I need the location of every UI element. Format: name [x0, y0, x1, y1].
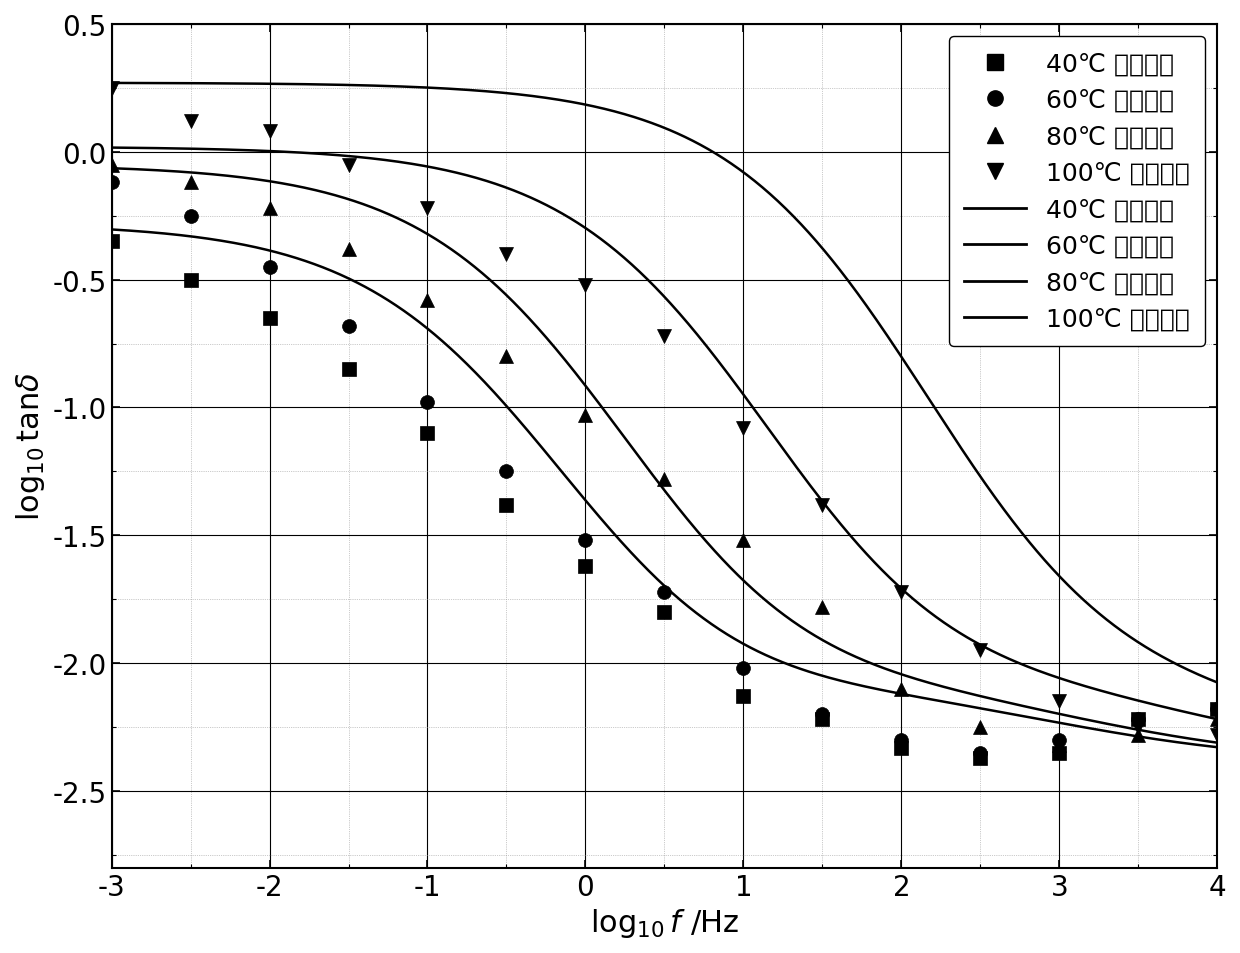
Y-axis label: $\log_{10}$tan$\delta$: $\log_{10}$tan$\delta$ — [14, 372, 47, 520]
Legend: 40℃ 实测数据, 60℃ 实测数据, 80℃ 实测数据, 100℃ 实测数据, 40℃ 拟合曲线, 60℃ 拟合曲线, 80℃ 拟合曲线, 100℃ 拟合曲线: 40℃ 实测数据, 60℃ 实测数据, 80℃ 实测数据, 100℃ 实测数据,… — [949, 37, 1205, 347]
X-axis label: $\log_{10}f$ /Hz: $\log_{10}f$ /Hz — [590, 906, 739, 939]
